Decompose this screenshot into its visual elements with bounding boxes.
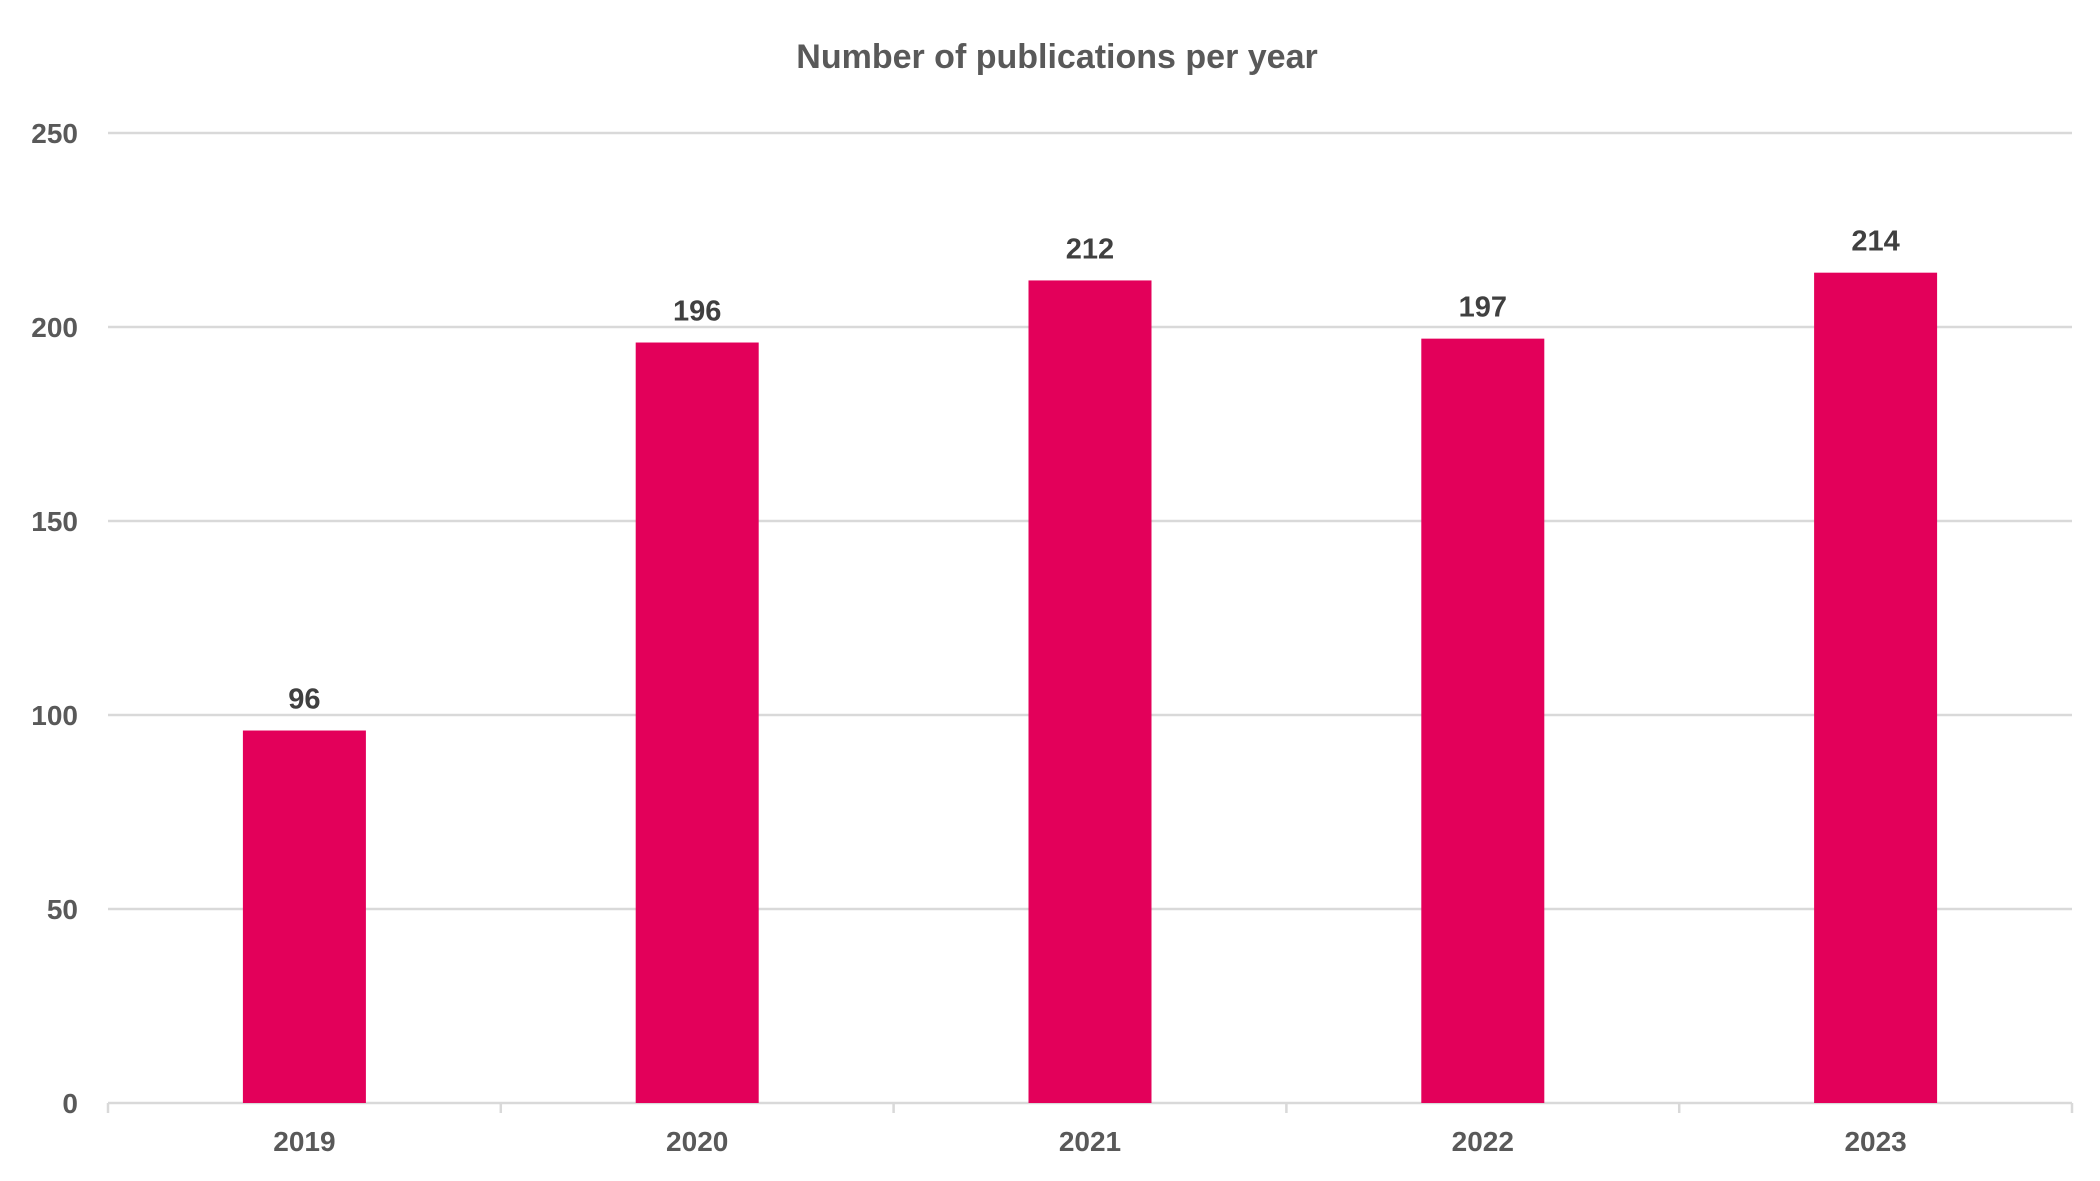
y-tick-label: 150 bbox=[31, 506, 78, 537]
bar-2022 bbox=[1421, 338, 1545, 1103]
y-tick-label: 50 bbox=[47, 894, 78, 925]
x-tick-label: 2019 bbox=[273, 1126, 335, 1157]
data-label: 196 bbox=[673, 296, 721, 328]
data-label: 96 bbox=[288, 684, 320, 716]
bars bbox=[242, 272, 1938, 1103]
y-tick-label: 0 bbox=[62, 1088, 78, 1119]
bar-2021 bbox=[1028, 280, 1152, 1103]
data-label: 214 bbox=[1851, 226, 1899, 258]
data-label: 212 bbox=[1066, 233, 1114, 265]
x-tick-label: 2022 bbox=[1452, 1126, 1514, 1157]
data-labels: 96 196 212 197 214 bbox=[288, 226, 1900, 716]
y-tick-label: 250 bbox=[31, 118, 78, 149]
bar-2023 bbox=[1814, 272, 1938, 1103]
x-axis-tick-labels: 2019 2020 2021 2022 2023 bbox=[273, 1126, 1906, 1157]
data-label: 197 bbox=[1459, 292, 1507, 324]
x-tick-label: 2020 bbox=[666, 1126, 728, 1157]
y-tick-label: 200 bbox=[31, 312, 78, 343]
x-tick-label: 2023 bbox=[1844, 1126, 1906, 1157]
y-tick-label: 100 bbox=[31, 700, 78, 731]
x-tick-label: 2021 bbox=[1059, 1126, 1121, 1157]
x-axis bbox=[106, 1101, 2074, 1113]
bar-2019 bbox=[242, 730, 366, 1103]
bar-2020 bbox=[635, 342, 759, 1103]
y-axis-tick-labels: 0 50 100 150 200 250 bbox=[31, 118, 78, 1119]
chart-title: Number of publications per year bbox=[796, 38, 1317, 76]
